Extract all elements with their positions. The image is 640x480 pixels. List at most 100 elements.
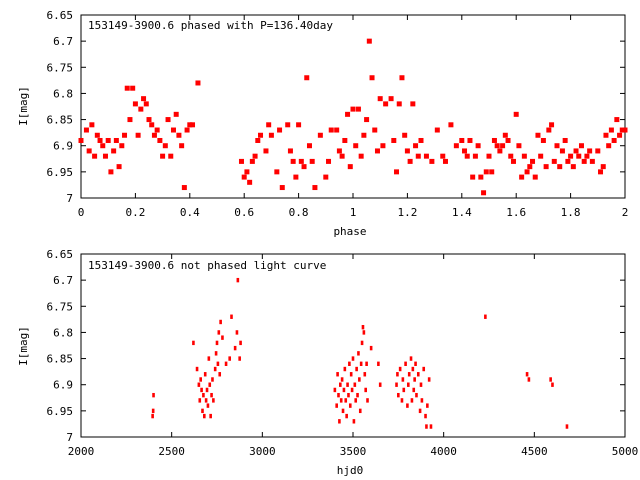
- bottom-data-point: [525, 372, 529, 377]
- top-data-point: [372, 127, 378, 133]
- top-data-point: [317, 132, 323, 138]
- top-data-point: [345, 111, 351, 117]
- top-data-point: [472, 153, 478, 159]
- bottom-data-point: [348, 361, 351, 366]
- bottom-data-point: [351, 356, 355, 361]
- top-data-point: [595, 148, 601, 154]
- bottom-data-point: [366, 398, 369, 403]
- bottom-data-point: [407, 382, 410, 387]
- bottom-data-point: [335, 403, 338, 408]
- top-data-point: [394, 169, 400, 175]
- bottom-data-point: [349, 372, 353, 377]
- top-data-point: [562, 137, 568, 143]
- bottom-data-point: [152, 392, 155, 398]
- top-data-point: [293, 174, 299, 180]
- top-data-point: [116, 164, 122, 170]
- top-data-point: [296, 122, 302, 128]
- top-data-point: [521, 153, 527, 159]
- bottom-data-point: [360, 340, 364, 346]
- bottom-data-point: [365, 361, 368, 366]
- top-data-point: [589, 158, 595, 164]
- top-data-point: [500, 143, 506, 149]
- bottom-data-point: [217, 330, 221, 335]
- bottom-data-point: [362, 330, 366, 335]
- bottom-data-point: [203, 372, 207, 377]
- top-x-tick-label: 0: [78, 206, 85, 219]
- bottom-data-point: [213, 366, 217, 372]
- top-data-point: [510, 158, 516, 164]
- top-panel: 153149-3900.6 phased with P=136.40day ph…: [17, 9, 628, 238]
- bottom-data-point: [346, 382, 349, 387]
- bottom-data-point: [354, 398, 358, 403]
- bottom-panel: 153149-3900.6 not phased light curve hjd…: [17, 248, 638, 477]
- bottom-y-tick-label: 6.8: [53, 326, 73, 339]
- top-data-point: [94, 132, 100, 138]
- top-x-tick-label: 1.8: [561, 206, 581, 219]
- bottom-data-point: [400, 398, 404, 403]
- bottom-data-point: [359, 361, 363, 366]
- top-data-point: [135, 132, 141, 138]
- top-data-point: [157, 137, 163, 143]
- bottom-data-point: [414, 361, 417, 366]
- bottom-data-point: [207, 356, 211, 361]
- bottom-data-point: [238, 356, 241, 361]
- top-data-point: [298, 158, 304, 164]
- top-y-tick-label: 6.95: [47, 166, 74, 179]
- top-data-point: [97, 137, 103, 143]
- top-data-point: [366, 38, 372, 44]
- bottom-data-point: [364, 387, 367, 393]
- bottom-data-point: [406, 403, 409, 408]
- bottom-x-tick-label: 2500: [158, 445, 185, 458]
- top-data-point: [127, 117, 133, 123]
- top-data-point: [581, 158, 587, 164]
- top-data-point: [399, 75, 405, 81]
- bottom-data-point: [348, 403, 352, 408]
- top-data-point: [247, 179, 253, 185]
- bottom-data-point: [230, 314, 233, 319]
- top-data-point: [383, 101, 389, 107]
- top-data-point: [132, 101, 138, 107]
- bottom-data-point: [333, 387, 337, 393]
- top-data-point: [402, 132, 408, 138]
- top-data-point: [600, 164, 606, 170]
- bottom-data-point: [233, 345, 237, 351]
- top-data-point: [274, 169, 280, 175]
- bottom-data-point: [416, 372, 420, 377]
- top-data-point: [290, 158, 296, 164]
- top-data-point: [462, 148, 468, 154]
- top-data-point: [440, 153, 446, 159]
- top-data-point: [151, 132, 157, 138]
- bottom-data-point: [151, 408, 155, 414]
- top-data-point: [312, 185, 318, 191]
- top-data-point: [249, 158, 255, 164]
- bottom-data-point: [197, 382, 201, 387]
- bottom-y-axis-label: I[mag]: [17, 326, 30, 366]
- top-data-point: [168, 153, 174, 159]
- top-data-point: [557, 164, 563, 170]
- top-data-point: [277, 127, 283, 133]
- bottom-data-point: [352, 419, 356, 424]
- top-data-point: [285, 122, 291, 128]
- top-data-point: [179, 143, 185, 149]
- top-data-point: [611, 137, 617, 143]
- bottom-data-point: [377, 361, 380, 366]
- bottom-data-point: [404, 361, 407, 366]
- top-x-tick-label: 1.4: [452, 206, 472, 219]
- bottom-data-point: [426, 403, 429, 408]
- top-data-point: [369, 75, 375, 81]
- bottom-data-point: [565, 424, 569, 429]
- top-data-point: [100, 143, 106, 149]
- bottom-data-point: [235, 330, 239, 335]
- top-data-point: [549, 122, 555, 128]
- bottom-data-point: [204, 398, 208, 403]
- top-data-point: [464, 153, 470, 159]
- top-data-point: [527, 164, 533, 170]
- top-data-point: [241, 174, 247, 180]
- bottom-data-point: [355, 366, 358, 372]
- bottom-data-point: [350, 387, 354, 393]
- bottom-x-axis-label: hjd0: [337, 464, 364, 477]
- bottom-data-point: [422, 366, 426, 372]
- top-data-point: [83, 127, 89, 133]
- top-data-point: [102, 153, 108, 159]
- top-data-point: [304, 75, 310, 81]
